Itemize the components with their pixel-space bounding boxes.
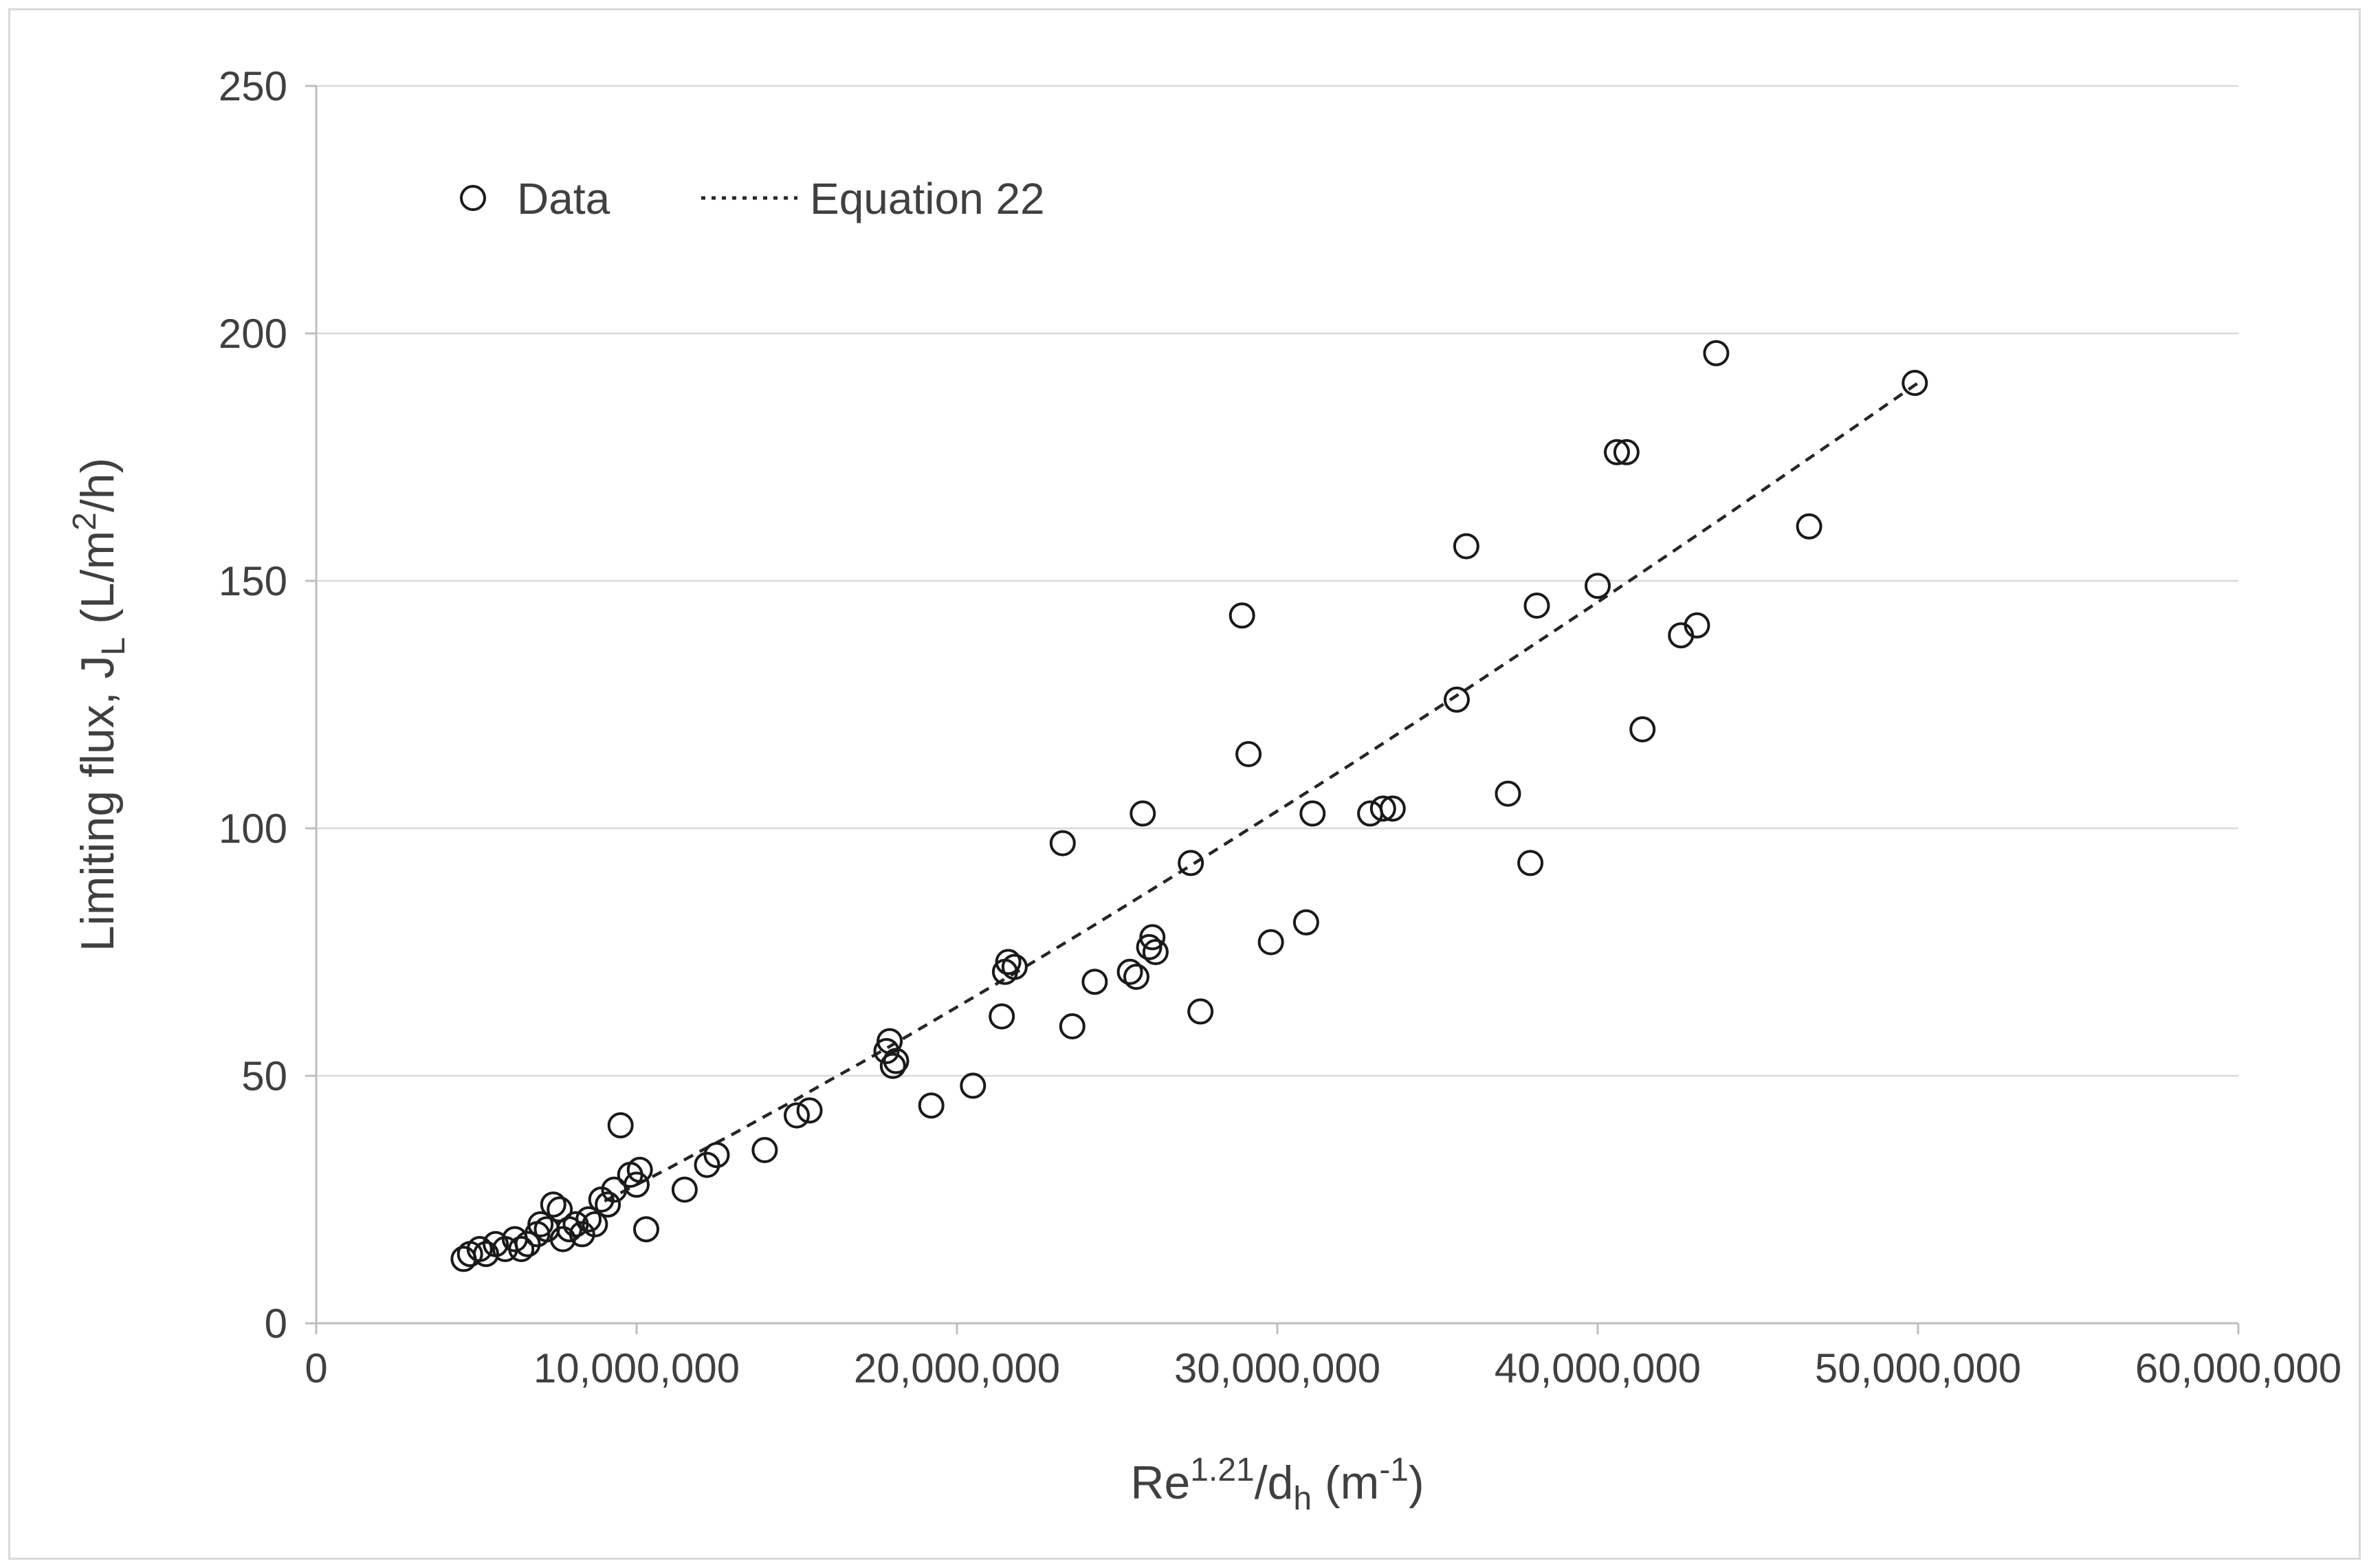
y-tick-label: 50 [241, 1053, 287, 1099]
y-tick-label: 0 [265, 1301, 287, 1347]
y-tick-label: 250 [219, 63, 287, 109]
data-point [607, 1112, 634, 1138]
data-point [575, 1206, 602, 1233]
data-point [473, 1241, 499, 1268]
x-tick-label: 10,000,000 [533, 1345, 740, 1391]
x-tick-label: 30,000,000 [1174, 1345, 1380, 1391]
data-point [1299, 800, 1326, 827]
x-tick-label: 50,000,000 [1815, 1345, 2021, 1391]
data-point [540, 1191, 566, 1218]
data-point [626, 1156, 653, 1183]
data-point [1453, 533, 1479, 560]
data-point [995, 949, 1022, 975]
legend-data-label: Data [517, 174, 610, 223]
data-point [1081, 969, 1108, 995]
data-point [1178, 850, 1204, 876]
data-point [633, 1216, 659, 1243]
axis-lines [305, 85, 2240, 1334]
data-point-series [450, 340, 1928, 1272]
data-point [1613, 439, 1640, 465]
data-point [1257, 929, 1284, 956]
data-point [1629, 716, 1656, 742]
y-axis-title: Limiting flux, JL (L/m2/h) [67, 458, 132, 951]
data-point [1187, 998, 1214, 1025]
data-point [1123, 964, 1149, 990]
data-point [671, 1176, 698, 1203]
data-point [1228, 602, 1255, 629]
data-point [527, 1211, 554, 1237]
data-point [1684, 612, 1710, 639]
data-point [796, 1097, 823, 1124]
data-point [1902, 370, 1928, 396]
data-point [595, 1191, 621, 1218]
data-point [1139, 924, 1166, 951]
data-point [1235, 741, 1262, 767]
x-tick-label: 0 [305, 1345, 327, 1391]
data-point [960, 1072, 987, 1099]
x-tick-label: 40,000,000 [1495, 1345, 1701, 1391]
data-point [1369, 795, 1396, 822]
data-point [1049, 830, 1076, 857]
data-point [1130, 800, 1156, 827]
data-point [624, 1171, 650, 1198]
tick-labels: 0 50 100 150 200 250 0 10,000,000 20,000,000 30,0… [219, 63, 2342, 1391]
y-tick-label: 100 [219, 806, 287, 852]
gridlines [316, 85, 2238, 1077]
data-point [1796, 513, 1822, 540]
data-point [694, 1151, 720, 1178]
data-point [703, 1142, 730, 1169]
data-point [1142, 939, 1169, 965]
data-point [989, 1003, 1015, 1030]
data-point [751, 1137, 778, 1163]
data-point [918, 1092, 945, 1119]
data-point [873, 1038, 900, 1064]
data-point [1357, 800, 1384, 827]
legend: Data Equation 22 [460, 174, 1045, 223]
data-point [582, 1211, 608, 1237]
data-point [466, 1236, 493, 1262]
data-point [508, 1236, 535, 1262]
y-tick-label: 150 [219, 558, 287, 604]
x-tick-label: 20,000,000 [854, 1345, 1060, 1391]
data-point [1523, 593, 1550, 619]
data-point [1116, 958, 1143, 985]
chart-frame [8, 8, 2361, 1560]
data-point [1379, 795, 1406, 822]
legend-equation-label: Equation 22 [810, 174, 1045, 223]
data-point [1292, 909, 1319, 936]
legend-data-marker-icon [460, 185, 486, 211]
data-point [1585, 573, 1611, 599]
data-point [1517, 850, 1544, 876]
equation-curve [604, 382, 1919, 1203]
data-point [784, 1102, 810, 1129]
data-point [514, 1230, 541, 1257]
data-point [879, 1052, 906, 1079]
data-point [1001, 953, 1028, 980]
x-tick-label: 60,000,000 [2135, 1345, 2342, 1391]
data-point [1495, 780, 1521, 807]
y-tick-label: 200 [219, 311, 287, 357]
data-point [1703, 340, 1730, 366]
x-axis-title: Re1.21/dh (m-1) [1130, 1452, 1424, 1517]
data-point [1444, 686, 1470, 713]
data-point [1604, 439, 1630, 465]
data-point [883, 1048, 910, 1074]
data-point [1059, 1013, 1086, 1039]
